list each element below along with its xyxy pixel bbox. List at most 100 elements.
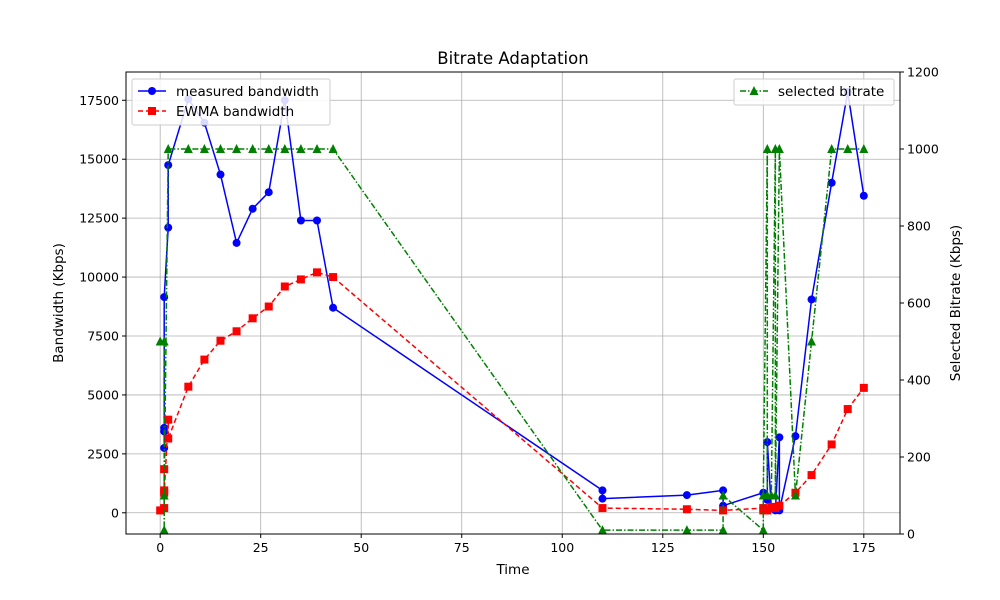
y2-tick-label: 600	[907, 296, 931, 311]
point-selected-bitrate	[159, 336, 169, 346]
point-selected-bitrate	[248, 144, 258, 153]
point-EWMA-bandwidth	[759, 506, 768, 515]
point-measured-bandwidth	[164, 223, 173, 232]
point-selected-bitrate	[328, 144, 338, 153]
x-tick-label: 125	[651, 540, 675, 555]
legend-ewma-label: EWMA bandwidth	[176, 104, 294, 120]
y-tick-label: 5000	[87, 387, 119, 402]
point-EWMA-bandwidth	[843, 405, 852, 414]
y-axis-label: Bandwidth (Kbps)	[51, 243, 67, 363]
y2-tick-label: 400	[907, 373, 931, 388]
point-selected-bitrate	[312, 144, 322, 153]
legend-ewma-marker	[148, 107, 156, 115]
point-selected-bitrate	[159, 525, 169, 535]
point-EWMA-bandwidth	[184, 382, 193, 391]
point-EWMA-bandwidth	[264, 302, 273, 311]
series-line-selected-bitrate	[160, 148, 864, 531]
x-tick-label: 175	[852, 540, 876, 555]
chart-title: Bitrate Adaptation	[437, 49, 588, 68]
point-measured-bandwidth	[598, 486, 607, 495]
point-EWMA-bandwidth	[216, 336, 225, 345]
point-measured-bandwidth	[248, 204, 257, 213]
point-measured-bandwidth	[719, 486, 728, 495]
legend-measured-label: measured bandwidth	[176, 84, 319, 100]
grid-layer	[126, 72, 900, 534]
y2-tick-label: 1200	[907, 65, 939, 80]
point-EWMA-bandwidth	[775, 501, 784, 510]
plot-frame	[125, 71, 901, 535]
point-selected-bitrate	[232, 144, 242, 153]
point-EWMA-bandwidth	[827, 440, 836, 449]
x-tick-label: 150	[751, 540, 775, 555]
series-EWMA-bandwidth	[156, 268, 868, 515]
point-EWMA-bandwidth	[248, 314, 257, 323]
point-EWMA-bandwidth	[763, 506, 772, 515]
point-measured-bandwidth	[859, 191, 868, 200]
point-EWMA-bandwidth	[767, 502, 776, 511]
y2-tick-label: 1000	[907, 142, 939, 157]
point-selected-bitrate	[827, 144, 837, 153]
point-measured-bandwidth	[296, 216, 305, 225]
point-selected-bitrate	[807, 336, 817, 346]
point-measured-bandwidth	[232, 238, 241, 247]
y-tick-label: 10000	[79, 270, 119, 285]
point-measured-bandwidth	[312, 216, 321, 225]
x-axis-label: Time	[495, 562, 529, 578]
y2-tick-label: 800	[907, 219, 931, 234]
y-tick-label: 15000	[79, 152, 119, 167]
y-tick-label: 17500	[79, 93, 119, 108]
point-selected-bitrate	[718, 490, 728, 500]
series-line-measured-bandwidth	[163, 91, 865, 512]
point-selected-bitrate	[758, 525, 768, 535]
point-selected-bitrate	[597, 525, 607, 535]
y-tick-label: 2500	[87, 446, 119, 461]
tick-layer: 0 25 50 75 100 125 150 175025005000750010000125…	[79, 65, 939, 556]
point-EWMA-bandwidth	[296, 275, 305, 284]
point-selected-bitrate	[762, 144, 772, 153]
legend-measured-marker	[148, 87, 156, 95]
point-EWMA-bandwidth	[164, 434, 173, 443]
point-selected-bitrate	[199, 144, 209, 153]
y2-tick-label: 200	[907, 450, 931, 465]
x-tick-label: 100	[550, 540, 574, 555]
point-EWMA-bandwidth	[771, 504, 780, 513]
point-measured-bandwidth	[264, 188, 273, 197]
point-EWMA-bandwidth	[280, 282, 289, 291]
point-EWMA-bandwidth	[682, 505, 691, 514]
y2-axis-label: Selected Bitrate (Kbps)	[948, 225, 964, 381]
legend-left: measured bandwidth EWMA bandwidth	[131, 78, 331, 126]
series-layer	[155, 88, 869, 535]
point-selected-bitrate	[682, 525, 692, 535]
legend-selected-marker	[749, 86, 759, 95]
point-EWMA-bandwidth	[859, 383, 868, 392]
legend-right-box	[733, 78, 895, 106]
point-measured-bandwidth	[682, 491, 691, 500]
point-measured-bandwidth	[827, 178, 836, 187]
point-selected-bitrate	[280, 144, 290, 153]
y2-tick-label: 0	[907, 527, 915, 542]
point-selected-bitrate	[215, 144, 225, 153]
point-EWMA-bandwidth	[312, 268, 321, 277]
x-tick-label: 50	[353, 540, 369, 555]
point-selected-bitrate	[843, 144, 853, 153]
legend-right: selected bitrate	[733, 78, 895, 106]
point-selected-bitrate	[774, 144, 784, 153]
x-tick-label: 75	[454, 540, 470, 555]
point-measured-bandwidth	[807, 295, 816, 304]
point-selected-bitrate	[859, 144, 869, 153]
point-EWMA-bandwidth	[200, 355, 209, 364]
x-tick-label: 0	[156, 540, 164, 555]
point-measured-bandwidth	[763, 438, 772, 447]
y-tick-label: 0	[111, 505, 119, 520]
point-selected-bitrate	[718, 525, 728, 535]
point-measured-bandwidth	[216, 170, 225, 179]
point-selected-bitrate	[163, 144, 173, 153]
point-EWMA-bandwidth	[232, 327, 241, 336]
y-tick-label: 12500	[79, 211, 119, 226]
point-EWMA-bandwidth	[164, 415, 173, 424]
point-EWMA-bandwidth	[160, 504, 169, 513]
point-selected-bitrate	[296, 144, 306, 153]
x-tick-label: 25	[253, 540, 269, 555]
point-EWMA-bandwidth	[598, 504, 607, 513]
